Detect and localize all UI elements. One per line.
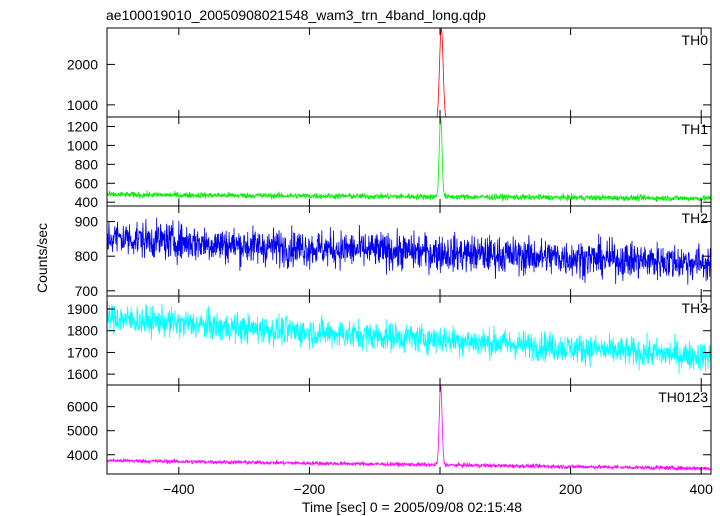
y-tick-label: 1700 [67, 344, 98, 360]
panel-frame [106, 116, 712, 207]
panel-frame [106, 384, 712, 475]
y-tick-label: 1000 [67, 97, 98, 113]
panel-label: TH2 [682, 210, 709, 226]
panel-label: TH1 [682, 121, 709, 137]
y-tick-label: 1900 [67, 301, 98, 317]
y-tick-label: 600 [75, 175, 99, 191]
y-tick-label: 700 [75, 283, 99, 299]
panel-th1: 400 600 800 1000 1200 TH1 [67, 116, 712, 210]
y-tick-label: 1800 [67, 323, 98, 339]
y-tick-label: 5000 [67, 423, 98, 439]
y-tick-label: 2000 [67, 56, 98, 72]
x-tick-label: 200 [559, 481, 583, 497]
panel-th0: 1000 2000 TH0 [67, 27, 712, 118]
panel-th2: 700 800 900 TH2 [75, 205, 712, 299]
panel-th0123: 4000 5000 6000 TH0123 [67, 384, 712, 475]
x-tick-label: 0 [436, 481, 444, 497]
y-tick-label: 1000 [67, 137, 98, 153]
y-tick-label: 6000 [67, 399, 98, 415]
panel-label: TH0 [682, 32, 709, 48]
series-th3 [107, 301, 711, 375]
y-tick-label: 900 [75, 214, 99, 230]
y-tick-label: 1200 [67, 118, 98, 134]
panel-label: TH3 [682, 300, 709, 316]
y-tick-label: 800 [75, 156, 99, 172]
y-axis-label: Counts/sec [34, 223, 50, 293]
x-tick-label: −400 [163, 481, 195, 497]
y-tick-label: 4000 [67, 447, 98, 463]
series-th2 [107, 217, 711, 285]
panel-th3: 1600 1700 1800 1900 TH3 [67, 295, 712, 386]
chart-title: ae100019010_20050908021548_wam3_trn_4ban… [106, 7, 486, 23]
y-tick-label: 800 [75, 248, 99, 264]
panel-label: TH0123 [658, 389, 708, 405]
x-tick-label: 400 [690, 481, 714, 497]
panel-frame [106, 27, 712, 118]
x-axis-label: Time [sec] 0 = 2005/09/08 02:15:48 [302, 499, 522, 515]
y-tick-label: 400 [75, 194, 99, 210]
series-th0 [436, 28, 447, 117]
y-tick-label: 1600 [67, 366, 98, 382]
series-th1 [107, 118, 711, 203]
x-tick-label: −200 [294, 481, 326, 497]
series-th0123 [107, 385, 711, 472]
